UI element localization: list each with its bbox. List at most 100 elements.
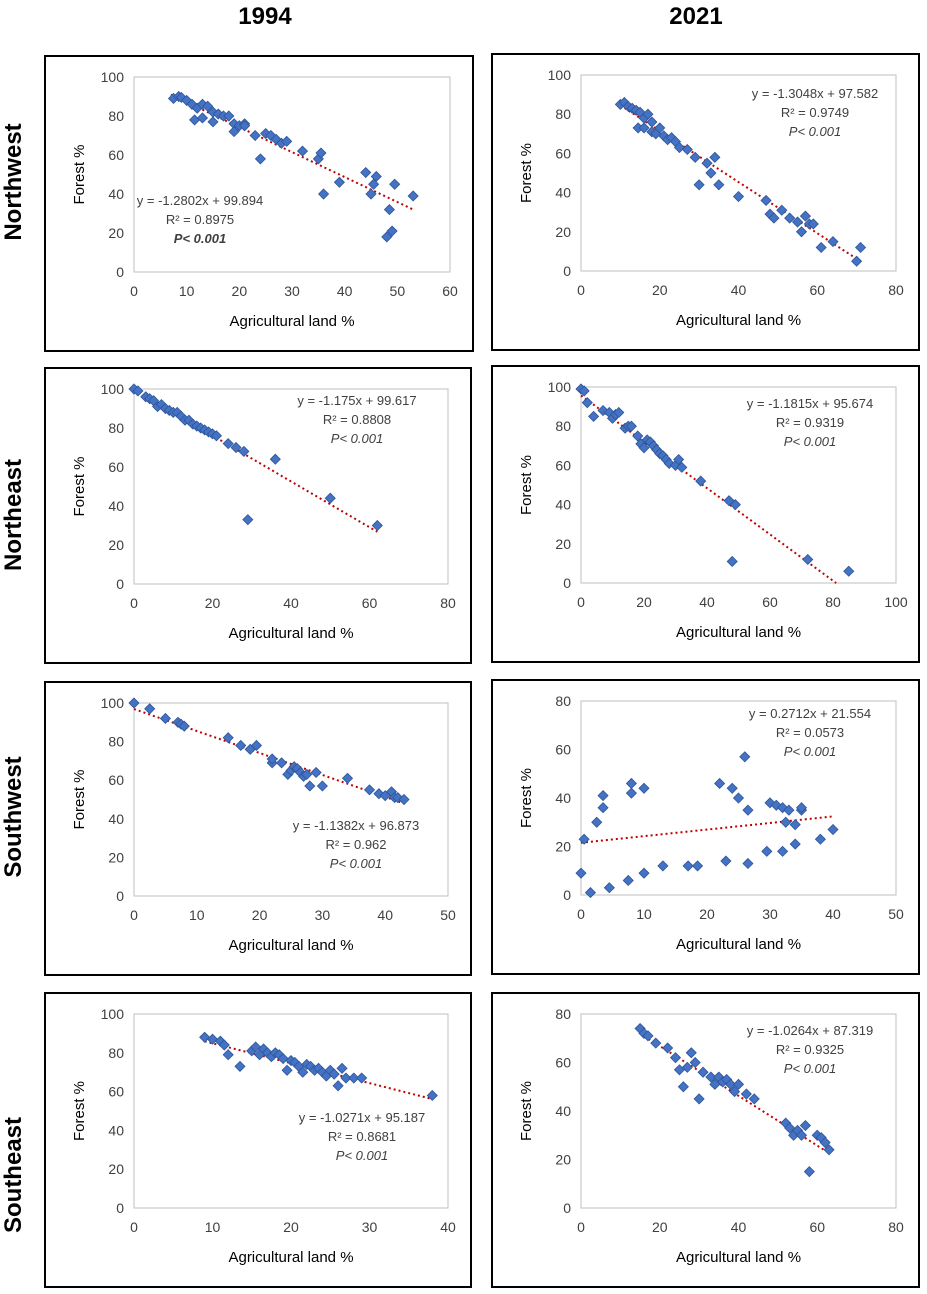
y-tick-label: 80 — [555, 418, 571, 434]
data-point — [705, 1071, 717, 1083]
data-point — [588, 410, 600, 422]
data-point — [725, 1078, 737, 1090]
x-axis-title: Agricultural land % — [228, 1249, 353, 1266]
y-tick-label: 100 — [101, 1006, 125, 1022]
data-point — [222, 732, 234, 744]
data-point — [728, 1086, 741, 1098]
scatter-plot: 0 20 40 60 80 100 0 10 20 30 40 50 60 Agricultural la… — [71, 69, 458, 330]
x-tick-label: 30 — [315, 907, 331, 923]
data-point — [693, 1093, 705, 1105]
data-point — [603, 882, 615, 894]
data-point — [426, 1089, 438, 1102]
x-tick-label: 0 — [577, 1219, 585, 1235]
data-point — [578, 385, 590, 397]
y-tick-label: 0 — [563, 575, 571, 591]
y-tick-label: 20 — [108, 225, 124, 241]
x-axis-title: Agricultural land % — [676, 1249, 801, 1266]
y-tick-label: 0 — [116, 1200, 124, 1216]
x-tick-label: 0 — [130, 1219, 138, 1235]
data-point — [281, 135, 293, 147]
data-point — [207, 116, 219, 128]
data-point — [281, 1064, 293, 1076]
regression-equation: y = -1.175x + 99.617 — [297, 393, 416, 408]
data-point — [383, 204, 395, 216]
x-tick-label: 80 — [825, 594, 841, 610]
data-point — [789, 819, 801, 831]
data-point — [310, 766, 322, 779]
y-tick-label: 0 — [116, 576, 124, 592]
data-point — [799, 1119, 812, 1132]
data-point — [196, 112, 209, 124]
y-tick-label: 80 — [555, 106, 571, 122]
data-point — [819, 1136, 831, 1149]
y-tick-label: 80 — [108, 734, 124, 750]
y-axis-title: Forest % — [71, 769, 88, 829]
data-point — [389, 178, 401, 190]
plot-area — [580, 1013, 897, 1209]
r-squared-label: R² = 0.9319 — [776, 415, 844, 430]
x-tick-label: 40 — [440, 1219, 456, 1235]
y-axis-title: Forest % — [71, 1081, 88, 1141]
scatter-plot: 0 20 40 60 80 100 0 20 40 60 80 100 Agricultural lan… — [518, 379, 908, 641]
data-point — [742, 804, 754, 816]
data-point — [726, 555, 738, 568]
plot-area — [133, 1013, 449, 1209]
x-tick-label: 40 — [377, 907, 393, 923]
p-value-label: P< 0.001 — [331, 431, 383, 446]
data-point — [638, 782, 650, 794]
scatter-plot: 0 20 40 60 80 100 0 10 20 30 40 50 Agricultural land… — [71, 695, 456, 954]
regression-equation: y = 0.2712x + 21.554 — [749, 706, 871, 721]
x-tick-label: 50 — [440, 907, 456, 923]
y-tick-label: 60 — [555, 145, 571, 161]
chart-panel-northeast-1994: 0 20 40 60 80 100 0 20 40 60 80 Agricultural land %… — [44, 367, 472, 664]
chart-panel-southeast-1994: 0 20 40 60 80 100 0 10 20 30 40 Agricultural land %… — [44, 992, 472, 1288]
chart-panel-southeast-2021: 0 20 40 60 80 0 20 40 60 80 Agricultural land % For… — [491, 992, 920, 1288]
y-tick-label: 80 — [555, 693, 571, 709]
y-tick-label: 20 — [108, 537, 124, 553]
data-point — [597, 802, 609, 814]
scatter-plot: 0 20 40 60 80 100 0 20 40 60 80 Agricultural land %… — [518, 67, 904, 329]
p-value-label: P< 0.001 — [336, 1148, 388, 1163]
data-point — [720, 855, 732, 867]
y-tick-label: 60 — [555, 742, 571, 758]
x-tick-label: 80 — [888, 1219, 904, 1235]
data-point — [676, 461, 688, 473]
trend-line — [580, 815, 834, 844]
y-tick-label: 20 — [555, 536, 571, 552]
regression-equation: y = -1.0264x + 87.319 — [747, 1023, 873, 1038]
x-tick-label: 60 — [442, 283, 458, 299]
row-title-northeast: Northeast — [0, 458, 27, 572]
data-point — [638, 867, 650, 879]
x-tick-label: 60 — [809, 1219, 825, 1235]
y-tick-label: 20 — [108, 849, 124, 865]
plot-area — [580, 700, 897, 896]
data-point — [297, 1066, 309, 1078]
data-point — [360, 166, 372, 179]
row-title-southwest: Southwest — [0, 756, 27, 878]
data-point — [642, 1030, 654, 1042]
y-tick-label: 40 — [108, 186, 124, 202]
p-value-label: P< 0.001 — [174, 231, 226, 246]
x-tick-label: 20 — [652, 1219, 668, 1235]
data-point — [851, 255, 863, 267]
y-axis-title: Forest % — [71, 144, 88, 204]
data-point — [748, 1093, 760, 1105]
chart-panel-northwest-1994: 0 20 40 60 80 100 0 10 20 30 40 50 60 Agricultural la… — [44, 55, 474, 352]
plot-area — [580, 386, 897, 584]
r-squared-label: R² = 0.9325 — [776, 1042, 844, 1057]
data-point — [654, 122, 666, 134]
y-tick-label: 100 — [548, 379, 572, 395]
y-tick-label: 40 — [108, 498, 124, 514]
data-point — [341, 772, 354, 784]
x-tick-label: 0 — [130, 907, 138, 923]
y-tick-label: 20 — [555, 224, 571, 240]
data-point — [333, 176, 345, 188]
x-tick-label: 20 — [205, 595, 221, 611]
x-tick-label: 0 — [130, 595, 138, 611]
y-tick-label: 60 — [108, 772, 124, 788]
p-value-label: P< 0.001 — [784, 1061, 836, 1076]
x-axis-title: Agricultural land % — [676, 312, 801, 329]
data-point — [693, 179, 705, 191]
y-axis-title: Forest % — [518, 768, 535, 828]
y-tick-label: 100 — [548, 67, 572, 83]
